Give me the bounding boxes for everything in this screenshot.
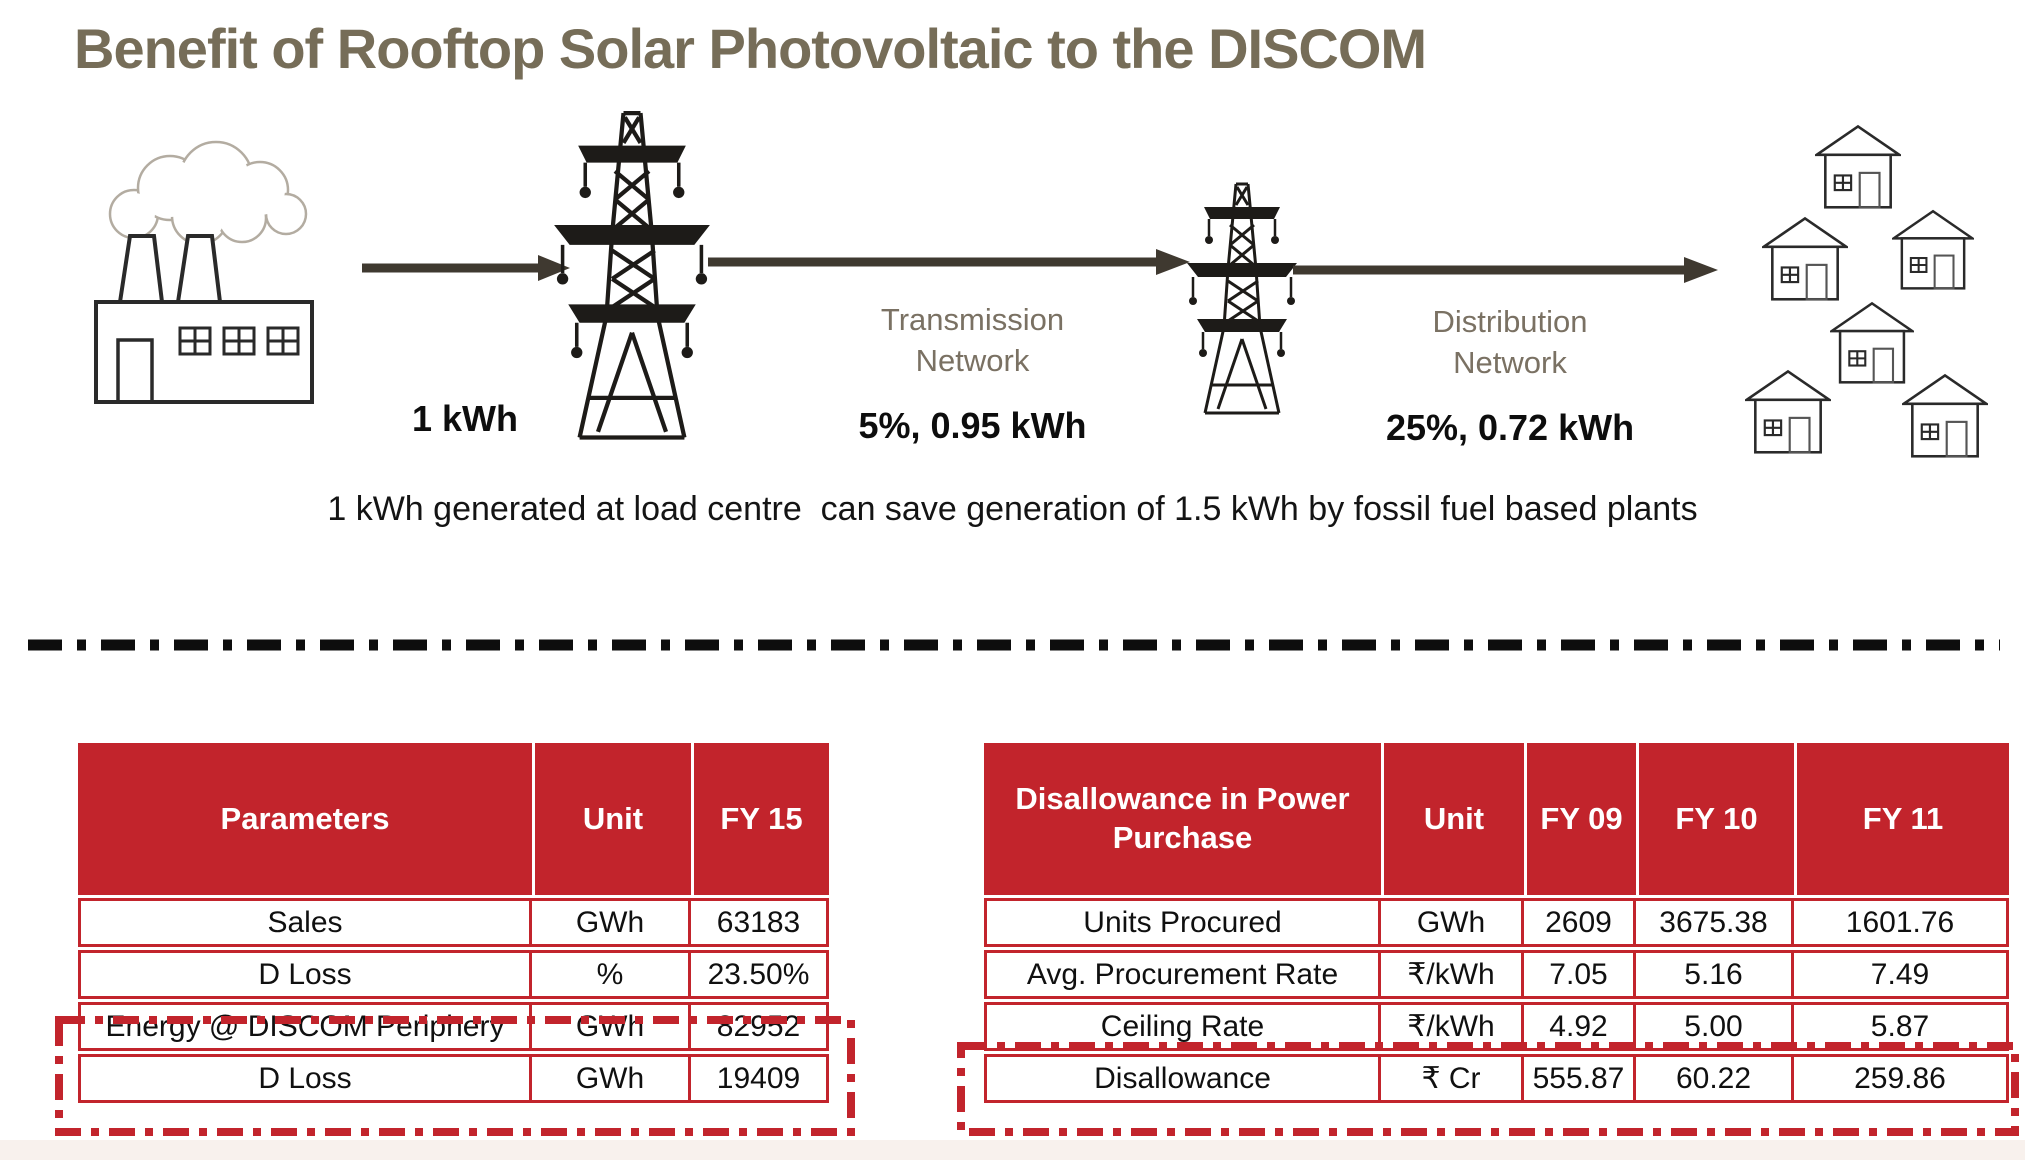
transmission-tower-icon (543, 106, 721, 446)
table-row: Energy @ DISCOM Periphery GWh 82952 (78, 1002, 829, 1051)
highlight-box-left (55, 1016, 855, 1136)
footer-strip (0, 1140, 2025, 1160)
table-cell: D Loss (78, 1054, 532, 1103)
table-cell: 5.16 (1633, 950, 1794, 999)
house-icon (1762, 217, 1848, 301)
highlight-box-right (957, 1042, 2019, 1136)
column-header: Unit (1381, 743, 1524, 895)
column-header: FY 09 (1524, 743, 1636, 895)
diagram-caption: 1 kWh generated at load centre can save … (327, 490, 1698, 528)
table-row: Sales GWh 63183 (78, 898, 829, 947)
table-cell: Units Procured (984, 898, 1381, 947)
transmission-network-label: Transmission Network (880, 302, 1065, 378)
house-icon (1745, 370, 1831, 454)
table-cell: GWh (529, 898, 691, 947)
column-header: FY 15 (691, 743, 829, 895)
column-header: Parameters (220, 800, 390, 836)
table-row: Ceiling Rate ₹/kWh 4.92 5.00 5.87 (984, 1002, 2009, 1051)
house-icon (1892, 210, 1974, 290)
table-cell: Sales (78, 898, 532, 947)
column-header: Disallowance in Power Purchase (1015, 781, 1350, 855)
distribution-network-label: Distribution Network (1432, 304, 1588, 380)
arrow-right-icon (1293, 257, 1718, 283)
arrow-right-icon (708, 249, 1190, 275)
table-cell: GWh (1378, 898, 1524, 947)
table-cell: ₹ Cr (1378, 1054, 1524, 1103)
table-row: Disallowance ₹ Cr 555.87 60.22 259.86 (984, 1054, 2009, 1103)
table-cell: 19409 (688, 1054, 829, 1103)
table-cell: % (529, 950, 691, 999)
table-cell: Disallowance (984, 1054, 1381, 1103)
column-header: FY 10 (1636, 743, 1794, 895)
table-cell: 7.05 (1521, 950, 1636, 999)
table-cell: 60.22 (1633, 1054, 1794, 1103)
table-cell: ₹/kWh (1378, 950, 1524, 999)
table-cell: GWh (529, 1002, 691, 1051)
generation-quantity-label: 1 kWh (411, 398, 518, 439)
house-icon (1902, 374, 1988, 458)
table-cell: 1601.76 (1791, 898, 2009, 947)
table-cell: D Loss (78, 950, 532, 999)
table-cell: 2609 (1521, 898, 1636, 947)
parameters-table-header: Parameters Unit FY 15 (78, 743, 829, 895)
table-cell: Avg. Procurement Rate (984, 950, 1381, 999)
transmission-loss-label: 5%, 0.95 kWh (858, 405, 1087, 446)
disallowance-table: Disallowance in Power Purchase Unit FY 0… (984, 743, 2009, 1103)
table-row: D Loss GWh 19409 (78, 1054, 829, 1103)
parameters-table: Parameters Unit FY 15 Sales GWh 63183 D … (78, 743, 829, 1103)
table-row: D Loss % 23.50% (78, 950, 829, 999)
column-header: Unit (532, 743, 691, 895)
table-cell: 82952 (688, 1002, 829, 1051)
section-divider (28, 639, 2000, 651)
table-cell: 63183 (688, 898, 829, 947)
page-title: Benefit of Rooftop Solar Photovoltaic to… (74, 17, 1427, 80)
table-cell: 3675.38 (1633, 898, 1794, 947)
table-cell: GWh (529, 1054, 691, 1103)
table-row: Avg. Procurement Rate ₹/kWh 7.05 5.16 7.… (984, 950, 2009, 999)
column-header: FY 11 (1794, 743, 2009, 895)
table-cell: 7.49 (1791, 950, 2009, 999)
table-cell: Energy @ DISCOM Periphery (78, 1002, 532, 1051)
table-cell: 23.50% (688, 950, 829, 999)
distribution-loss-label: 25%, 0.72 kWh (1385, 407, 1635, 448)
house-icon (1815, 125, 1901, 209)
table-cell: 555.87 (1521, 1054, 1636, 1103)
disallowance-table-header: Disallowance in Power Purchase Unit FY 0… (984, 743, 2009, 895)
table-row: Units Procured GWh 2609 3675.38 1601.76 (984, 898, 2009, 947)
factory-icon (94, 140, 314, 404)
table-cell: 259.86 (1791, 1054, 2009, 1103)
transmission-tower-icon (1185, 182, 1299, 415)
arrow-right-icon (362, 255, 570, 281)
